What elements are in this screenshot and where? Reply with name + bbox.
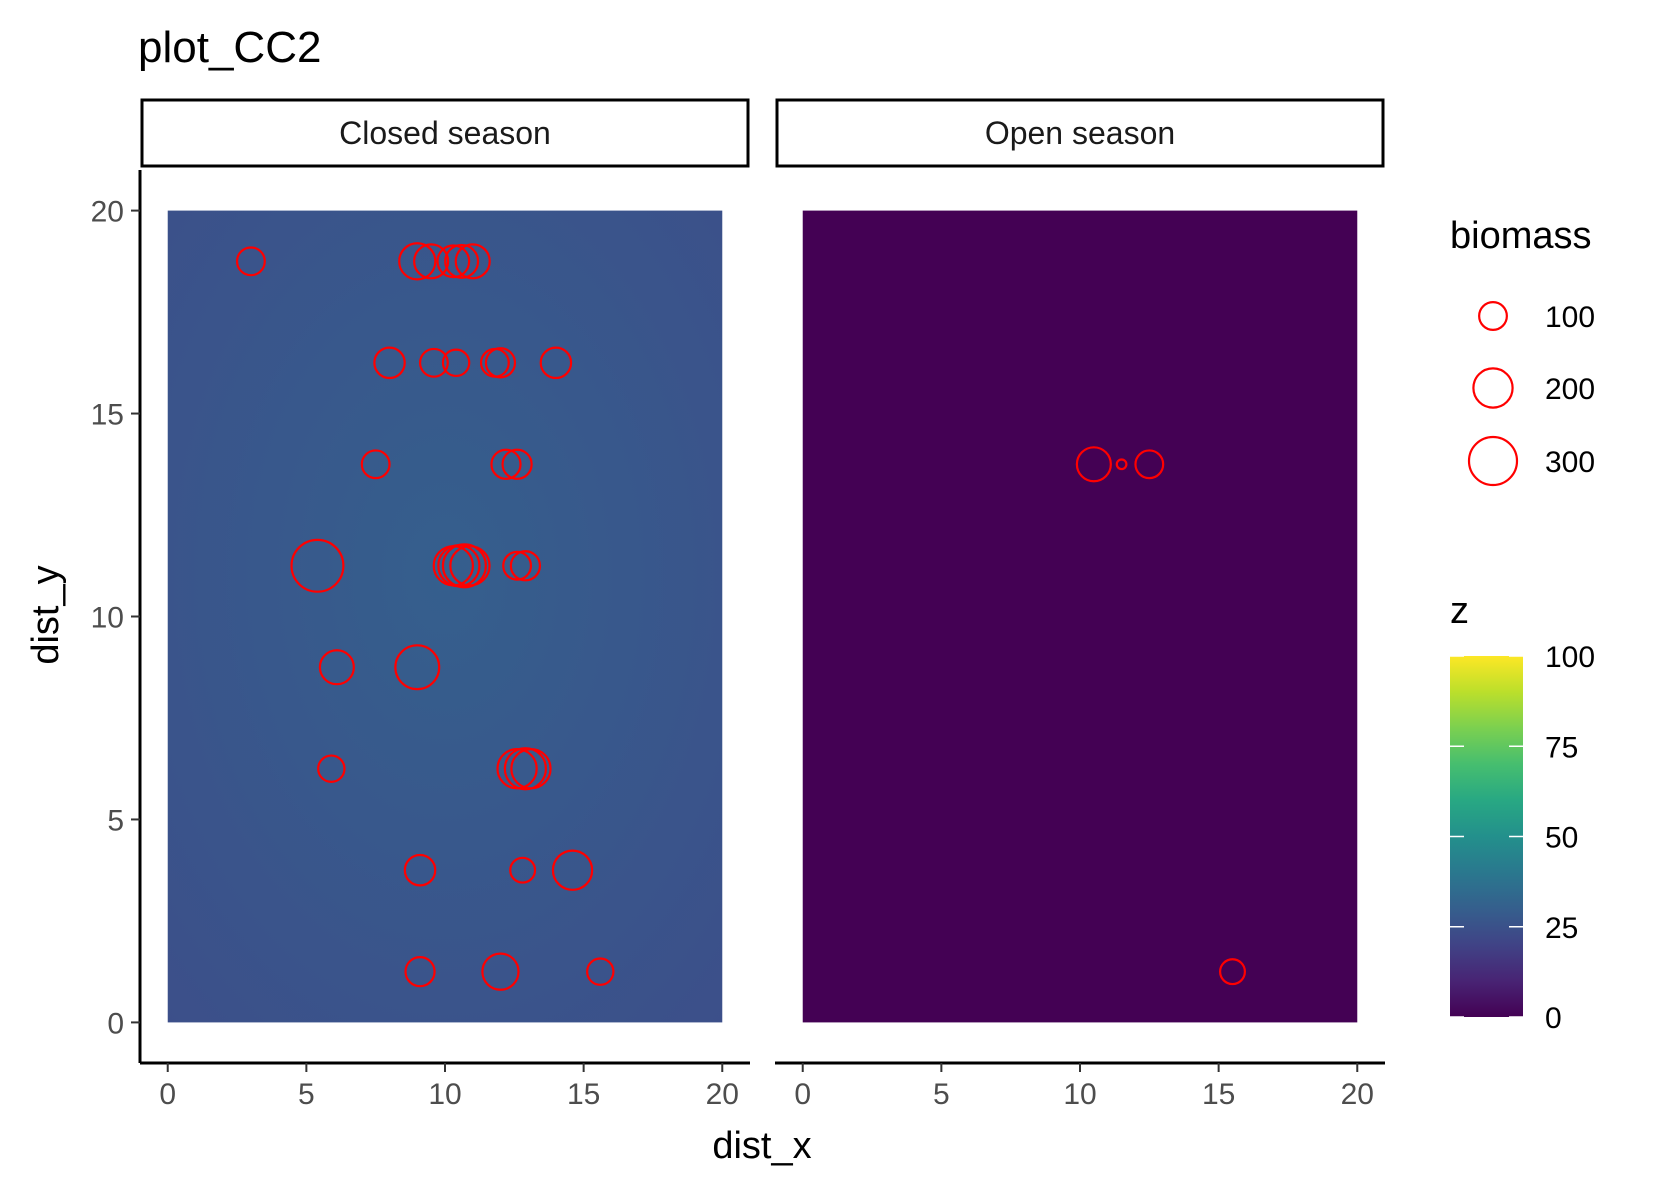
y-axis-title: dist_y — [25, 565, 67, 664]
facet-strip-label: Open season — [985, 115, 1175, 151]
data-point — [418, 347, 449, 378]
legend-biomass-label: 100 — [1545, 301, 1595, 334]
legend-biomass: biomass 100 200 300 — [1450, 215, 1595, 487]
panel-1: Closed season 0 5 10 15 20 — [140, 98, 750, 1111]
y-tick-label: 5 — [107, 804, 124, 837]
x-tick-label: 5 — [298, 1078, 315, 1111]
facet-strip-1: Closed season — [140, 98, 750, 168]
y-tick-label: 10 — [91, 602, 124, 635]
raster-tile — [802, 210, 1358, 1023]
data-point — [503, 747, 548, 791]
data-point — [449, 545, 491, 587]
colorbar-label: 50 — [1545, 822, 1578, 855]
x-tick-label: 20 — [1341, 1078, 1374, 1111]
chart-title: plot_CC2 — [138, 23, 321, 72]
colorbar-label: 25 — [1545, 912, 1578, 945]
x-tick-label: 0 — [159, 1078, 176, 1111]
data-point — [403, 853, 437, 887]
data-point — [586, 957, 615, 986]
data-point — [444, 243, 480, 279]
data-point — [1115, 458, 1128, 471]
data-point — [509, 856, 537, 884]
data-point — [1219, 958, 1246, 986]
data-point — [454, 243, 491, 280]
data-point — [1075, 446, 1112, 483]
data-point — [290, 538, 345, 593]
x-tick-label: 5 — [933, 1078, 950, 1111]
data-point — [235, 246, 266, 277]
legend-biomass-key — [1472, 367, 1514, 409]
data-point — [481, 952, 520, 991]
data-point — [394, 644, 441, 691]
legend-z-title: z — [1450, 590, 1469, 632]
data-point — [510, 748, 552, 790]
data-point — [501, 448, 533, 480]
data-point — [318, 649, 355, 686]
data-point — [551, 849, 594, 891]
legend-biomass-key — [1467, 435, 1519, 487]
legend-biomass-label: 300 — [1545, 446, 1595, 479]
legend-biomass-label: 200 — [1545, 373, 1595, 406]
data-point — [441, 543, 487, 589]
data-point — [484, 347, 517, 379]
data-point — [373, 346, 406, 380]
legend-biomass-title: biomass — [1450, 215, 1592, 257]
data-point — [502, 550, 533, 581]
x-tick-label: 15 — [567, 1078, 600, 1111]
data-point — [539, 346, 573, 380]
facet-strip-label: Closed season — [339, 115, 551, 151]
raster-tile — [167, 210, 723, 1023]
y-tick-label: 0 — [107, 1007, 124, 1040]
data-point — [441, 348, 471, 378]
data-point — [490, 448, 522, 480]
legend-biomass-key — [1478, 301, 1508, 331]
colorbar-label: 75 — [1545, 731, 1578, 764]
panels: Closed season 0 5 10 15 20 Open season 0 5 10 15 20 — [140, 98, 1385, 1111]
x-tick-label: 10 — [1063, 1078, 1096, 1111]
data-point — [317, 754, 346, 783]
data-point — [360, 449, 391, 480]
x-tick-label: 10 — [428, 1078, 461, 1111]
y-axis: 0 5 10 15 20 — [91, 170, 142, 1063]
data-point — [509, 550, 542, 582]
colorbar-label: 100 — [1545, 641, 1595, 674]
colorbar-label: 0 — [1545, 1002, 1562, 1035]
panel-2: Open season 0 5 10 15 20 — [775, 98, 1385, 1111]
data-point — [436, 244, 471, 279]
facet-strip-box — [775, 98, 1385, 168]
x-tick-label: 20 — [706, 1078, 739, 1111]
data-point — [413, 243, 450, 280]
data-point — [398, 242, 437, 281]
legend-z: z 0 25 50 75 100 — [1450, 590, 1595, 1035]
x-tick-label: 15 — [1202, 1078, 1235, 1111]
y-tick-label: 15 — [91, 399, 124, 432]
data-point — [1134, 449, 1165, 480]
facet-strip-2: Open season — [775, 98, 1385, 168]
x-tick-label: 0 — [794, 1078, 811, 1111]
data-point — [404, 956, 436, 988]
x-axis-title: dist_x — [712, 1125, 811, 1167]
facet-strip-box — [140, 98, 750, 168]
y-tick-label: 20 — [91, 196, 124, 229]
